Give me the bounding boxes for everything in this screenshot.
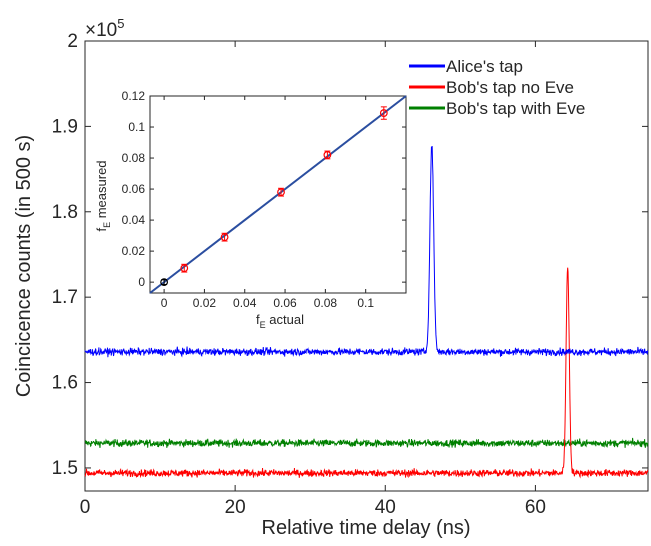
inset-y-tick-label: 0.1 [128, 120, 145, 134]
series-line-2 [84, 437, 649, 448]
inset-x-tick-label: 0 [161, 296, 168, 310]
y-tick-label: 1.6 [52, 373, 78, 394]
x-tick-label: 0 [80, 497, 91, 518]
inset-data-point [323, 151, 332, 159]
legend-label: Alice's tap [446, 57, 523, 76]
inset-x-axis-title: fE actual [256, 312, 304, 330]
y-tick-label: 1.8 [52, 202, 78, 223]
inset-y-axis-title: fE measured [94, 160, 112, 231]
x-axis-title: Relative time delay (ns) [262, 517, 471, 539]
inset-plot: 0 0.02 0.04 0.06 0.08 0.1 0 0.02 0.04 0.06 0.08 0.1… [94, 89, 407, 330]
y-tick-label: 1.5 [52, 458, 78, 479]
legend: Alice's tap Bob's tap no Eve Bob's tap wit… [403, 56, 639, 119]
y-exponent-label: ×105 [85, 16, 124, 41]
inset-y-tick-label: 0 [138, 275, 145, 289]
y-tick-label: 1.7 [52, 287, 78, 308]
x-tick-label: 40 [375, 497, 396, 518]
exponent-power: 5 [117, 16, 124, 31]
inset-x-tick-label: 0.06 [273, 296, 297, 310]
series-line-1 [84, 267, 649, 479]
inset-x-tick-label: 0.1 [357, 296, 374, 310]
inset-data-point [379, 109, 388, 117]
inset-data-point [160, 278, 169, 287]
inset-data-point [277, 188, 285, 197]
inset-x-tick-label: 0.02 [193, 296, 217, 310]
y-tick-label: 1.9 [52, 116, 78, 137]
inset-y-tick-label: 0.02 [122, 244, 146, 258]
main-traces [84, 145, 649, 479]
series-line-0 [84, 145, 649, 358]
inset-y-tick-label: 0.06 [122, 182, 146, 196]
inset-y-tick-label: 0.04 [122, 213, 146, 227]
inset-x-tick-label: 0.04 [233, 296, 257, 310]
x-tick-label: 20 [225, 497, 246, 518]
legend-label: Bob's tap with Eve [446, 99, 585, 118]
y-axis-title: Coincicence counts (in 500 s) [13, 135, 35, 397]
exponent-base: ×10 [85, 20, 117, 41]
inset-y-tick-label: 0.08 [122, 151, 146, 165]
inset-data-point [180, 264, 189, 273]
legend-label: Bob's tap no Eve [446, 78, 574, 97]
x-tick-label: 60 [525, 497, 546, 518]
main-ticks: 0 20 40 60 1.5 1.6 1.7 1.8 1.9 2 [52, 31, 648, 518]
inset-x-tick-label: 0.08 [314, 296, 338, 310]
inset-data-point [220, 233, 229, 242]
inset-marks [149, 95, 407, 294]
y-tick-label: 2 [67, 31, 78, 52]
inset-y-tick-label: 0.12 [122, 89, 146, 103]
inset-ticks: 0 0.02 0.04 0.06 0.08 0.1 0 0.02 0.04 0.06 0.08 0.1… [122, 89, 406, 310]
